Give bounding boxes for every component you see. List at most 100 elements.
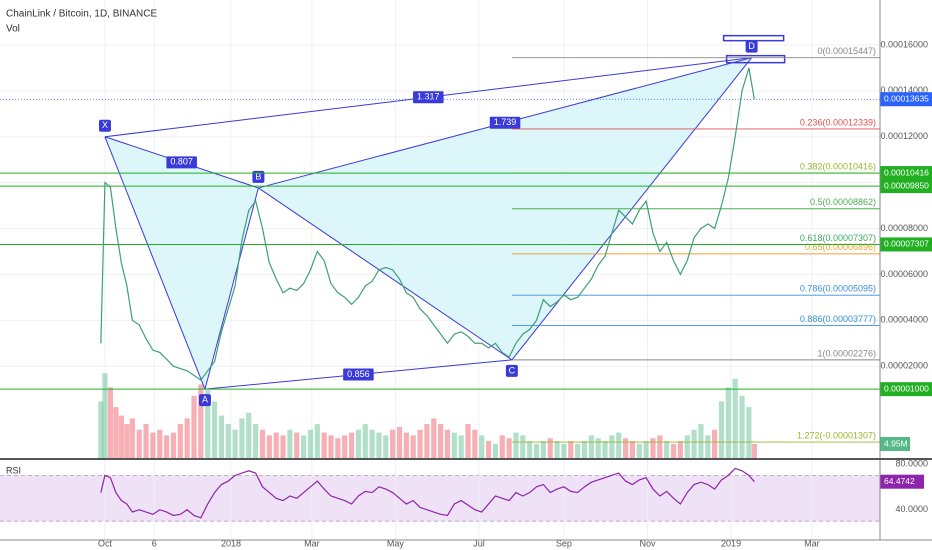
volume-bar [273, 432, 279, 458]
pattern-fill [258, 57, 752, 360]
y-tick-label: 0.00014000 [880, 85, 928, 95]
price-tag-label: 0.00009850 [884, 180, 929, 190]
rsi-line [100, 467, 755, 519]
volume-bar [396, 426, 403, 458]
price-layer [100, 67, 755, 381]
point-label: C [509, 365, 516, 375]
price-line [100, 67, 755, 381]
volume-bar [568, 441, 574, 458]
rsi-tick-label: 40.0000 [895, 504, 928, 514]
volume-bar [362, 424, 368, 458]
x-tick-label: Sep [556, 538, 572, 548]
volume-bar [129, 418, 135, 458]
volume-bar [540, 441, 546, 458]
volume-bar [458, 435, 464, 458]
volume-bar [136, 429, 142, 458]
volume-layer [98, 373, 757, 458]
x-tick-label: Jul [473, 538, 485, 548]
volume-bar [650, 438, 656, 458]
volume-bar [177, 424, 183, 458]
volume-bar [520, 435, 526, 458]
fib-label: 0.382(0.00010416) [800, 161, 876, 171]
volume-bar [438, 424, 444, 458]
fib-label: 0.5(0.00008862) [810, 197, 876, 207]
level-layer: 0(0.00015447) 0.236(0.00012339) 0.382(0.00… [0, 46, 880, 443]
volume-bar [581, 441, 588, 458]
rsi-tag [880, 474, 924, 489]
x-tick-label: Nov [639, 538, 656, 548]
volume-bar [739, 395, 745, 458]
volume-bar [170, 432, 177, 458]
pattern-fill [104, 136, 259, 390]
ratio-box [166, 156, 197, 169]
rsi-tick-label: 80.0000 [895, 458, 928, 468]
ratio-label: 0.856 [347, 369, 370, 379]
volume-bar [390, 429, 396, 458]
rsi-tag-label: 64.4742 [884, 476, 915, 486]
point-label: A [202, 395, 208, 405]
point-box [198, 394, 211, 407]
volume-bar [198, 384, 204, 458]
volume-bar [184, 418, 190, 458]
volume-bar [465, 424, 471, 458]
volume-bar [561, 443, 567, 458]
volume-tag-label: 4.95M [884, 438, 908, 448]
volume-label: Vol [6, 24, 20, 35]
volume-bar [376, 432, 382, 458]
volume-bar [513, 432, 519, 458]
volume-bar [664, 441, 670, 458]
price-tag [880, 166, 932, 181]
volume-bar [691, 429, 697, 458]
fib-label: 1(0.00002276) [817, 348, 876, 358]
volume-bar [670, 443, 677, 458]
volume-bar [150, 432, 156, 458]
pattern-leg [104, 136, 206, 390]
price-tag-label: 0.00007307 [884, 239, 929, 249]
ratio-box [343, 368, 374, 381]
d-zone [722, 34, 785, 42]
ratio-box [489, 116, 521, 129]
fib-label: 1.272(-0.00001307) [797, 430, 876, 440]
y-tick-label: 0.00002000 [880, 361, 928, 371]
volume-bar [451, 432, 457, 458]
volume-bar [602, 441, 608, 458]
volume-bar [479, 435, 485, 458]
volume-bar [506, 438, 512, 458]
price-tag [880, 237, 932, 252]
y-tick-label: 0.00006000 [880, 269, 928, 279]
volume-bar [205, 390, 211, 458]
volume-bar [705, 435, 711, 458]
volume-bar [124, 424, 130, 458]
volume-bar [595, 438, 601, 458]
volume-bar [157, 429, 163, 458]
volume-bar [636, 443, 642, 458]
volume-bar [113, 407, 119, 458]
volume-bar [629, 441, 636, 458]
volume-bar [533, 443, 540, 458]
volume-bar [643, 441, 649, 458]
volume-bar [348, 432, 355, 458]
volume-bar [403, 432, 409, 458]
volume-bar [554, 441, 560, 458]
volume-bar [431, 418, 437, 458]
d-zone [725, 54, 786, 64]
chart-title: ChainLink / Bitcoin, 1D, BINANCE [6, 9, 158, 20]
volume-bar [444, 429, 451, 458]
volume-bar [383, 435, 389, 458]
volume-bar [102, 373, 108, 458]
volume-bar [191, 395, 197, 458]
grid-layer [0, 0, 880, 540]
volume-tag [880, 437, 910, 452]
price-tag-label: 0.00010416 [884, 167, 929, 177]
volume-bar [725, 387, 731, 458]
volume-bar [239, 418, 245, 458]
volume-bar [718, 401, 725, 458]
fib-label: 0.786(0.00005095) [800, 284, 876, 294]
y-tick-label: 0.00016000 [880, 39, 928, 49]
volume-bar [294, 432, 300, 458]
volume-bar [321, 432, 327, 458]
volume-bar [746, 407, 752, 458]
point-box [745, 40, 758, 53]
